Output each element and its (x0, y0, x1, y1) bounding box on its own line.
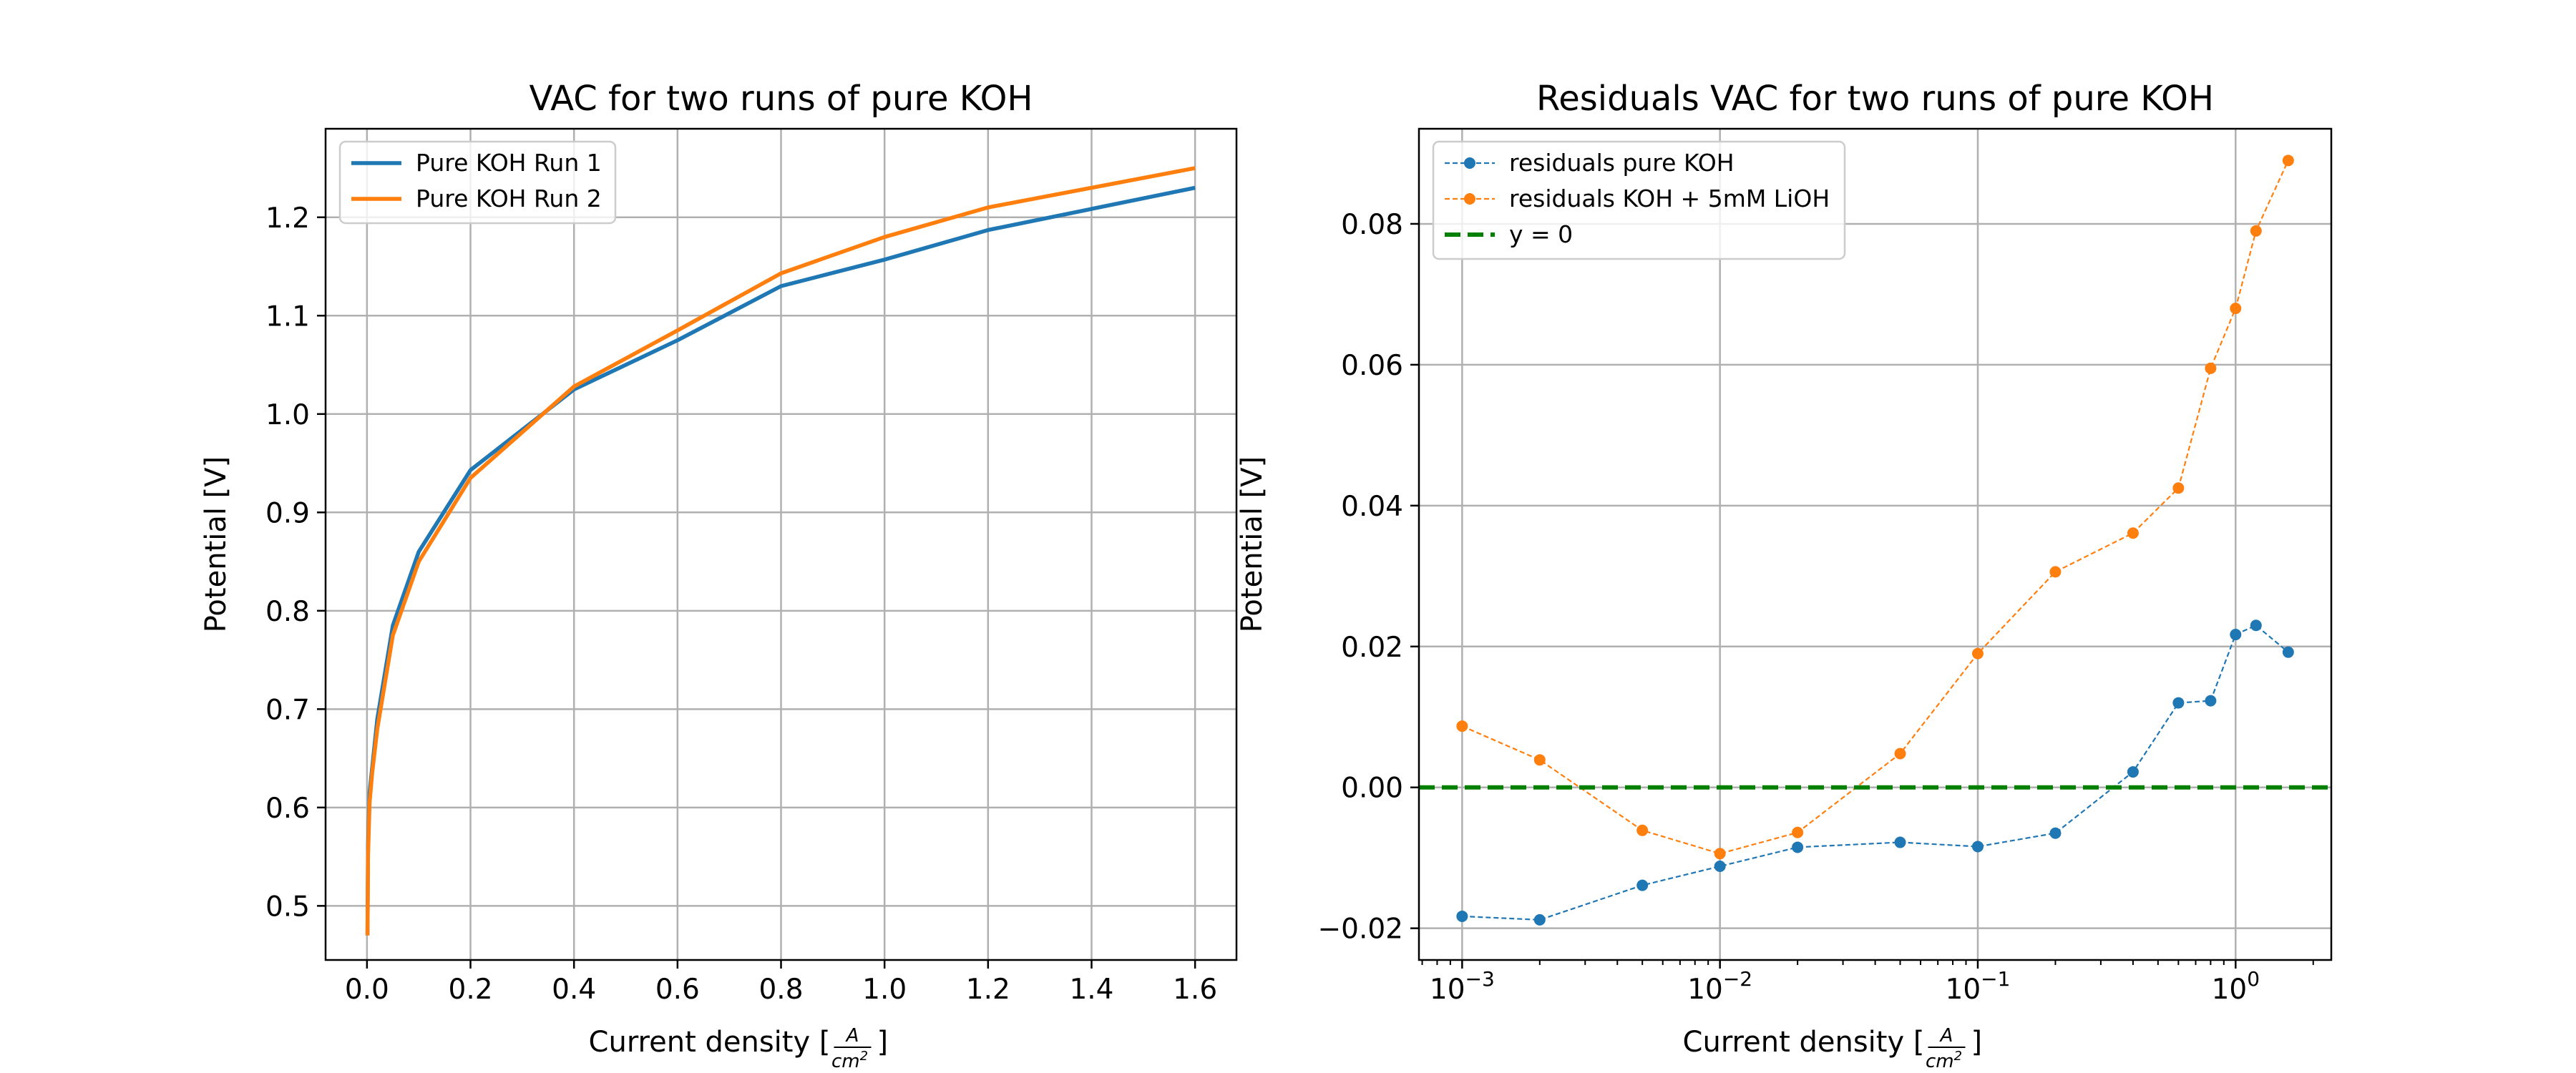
res-series-1-point (1456, 720, 1468, 733)
res-legend-marker (1464, 157, 1475, 169)
vac-x-tick-label: 0.0 (345, 974, 389, 1006)
res-legend-label: y = 0 (1509, 220, 1573, 248)
vac-y-tick-label: 0.6 (265, 793, 310, 825)
res-series-0-line (1462, 624, 2289, 921)
chart-residuals-title: Residuals VAC for two runs of pure KOH (1536, 79, 2214, 119)
res-y-tick-label: 0.08 (1341, 209, 1403, 241)
vac-x-tick-label: 1.2 (966, 974, 1010, 1006)
vac-x-tick-label: 1.4 (1069, 974, 1113, 1006)
res-series-1-point (1636, 824, 1649, 836)
res-series-1-point (2230, 303, 2242, 315)
res-series-1-point (1894, 748, 1906, 760)
res-series-1-point (1792, 826, 1804, 838)
res-legend-marker (1464, 193, 1475, 205)
res-series-0-point (1971, 841, 1984, 853)
res-x-tick-exponent: 0 (2247, 967, 2260, 991)
res-series-0-point (2172, 697, 2185, 709)
res-y-tick-label: 0.06 (1341, 350, 1403, 382)
res-series-0-point (1636, 879, 1649, 891)
chart-vac-xlabel: Current density [ (589, 1026, 831, 1059)
chart-vac-title: VAC for two runs of pure KOH (530, 79, 1033, 119)
vac-x-tick-label: 0.6 (655, 974, 700, 1006)
res-x-tick-exponent: −2 (1723, 967, 1752, 991)
chart-residuals-ticks: 10−3 10−2 10−1 100−0.020.000.020.040.060.08 (1317, 209, 2314, 1006)
res-series-1-point (2205, 362, 2217, 374)
chart-residuals-xlabel: Current density [ (1683, 1026, 1925, 1059)
res-series-0-point (2205, 695, 2217, 707)
chart-residuals-plot (1419, 155, 2331, 926)
vac-y-tick-label: 1.1 (265, 300, 310, 333)
res-legend-label: residuals KOH + 5mM LiOH (1509, 185, 1830, 212)
res-y-tick-label: 0.02 (1341, 632, 1403, 664)
vac-series-1-line (365, 166, 1196, 936)
res-series-0-point (1456, 910, 1468, 922)
vac-y-tick-label: 0.9 (265, 497, 310, 529)
vac-y-tick-label: 0.5 (265, 891, 310, 923)
res-series-1-point (1971, 647, 1984, 660)
res-series-0-point (1714, 861, 1726, 873)
vac-y-tick-label: 1.2 (265, 202, 310, 235)
chart-vac-grid (326, 129, 1236, 960)
res-xlabel-unit-power: 2 (1954, 1049, 1962, 1064)
res-series-1-point (2172, 482, 2185, 494)
vac-x-tick-label: 0.4 (552, 974, 596, 1006)
res-series-0-point (1792, 841, 1804, 853)
res-series-0-point (1533, 913, 1546, 926)
vac-legend-box (338, 140, 617, 225)
res-series-0-point (2250, 619, 2262, 632)
vac-xlabel-unit-power: 2 (860, 1049, 868, 1064)
chart-residuals-ylabel: Potential [V] (1236, 456, 1269, 633)
res-series-1-point (2127, 527, 2139, 539)
res-series-0-point (2127, 766, 2139, 778)
res-series-1-point (2049, 566, 2062, 578)
res-series-1-point (2250, 225, 2262, 237)
res-y-tick-label: −0.02 (1317, 913, 1403, 946)
res-series-0-point (2230, 629, 2242, 641)
vac-xlabel-bracket: ] (877, 1026, 889, 1059)
res-y-tick-label: 0.04 (1341, 491, 1403, 523)
vac-x-tick-label: 1.0 (862, 974, 907, 1006)
res-x-tick-exponent: −1 (1981, 967, 2010, 991)
res-series-0-point (2049, 827, 2062, 839)
chart-vac-ticks: 0.0 0.2 0.4 0.6 0.8 1.0 1.2 1.4 1.6 0.5 0.6 0.7 0.8 0… (265, 202, 1217, 1006)
chart-vac-legend: Pure KOH Run 1 Pure KOH Run 2 (338, 140, 617, 225)
vac-y-tick-label: 0.8 (265, 596, 310, 628)
res-series-1-point (1533, 754, 1546, 766)
res-xlabel-bracket: ] (1971, 1026, 1983, 1059)
chart-residuals-legend: residuals pure KOH residuals KOH + 5mM Li… (1432, 140, 1846, 260)
res-legend-label: residuals pure KOH (1509, 149, 1735, 177)
chart-residuals-grid (1419, 129, 2331, 960)
chart-vac-ylabel: Potential [V] (200, 456, 233, 633)
res-series-1-line (1461, 160, 2289, 855)
vac-xlabel-unit-numerator: A (845, 1025, 859, 1047)
vac-x-tick-label: 0.8 (758, 974, 803, 1006)
vac-y-tick-label: 0.7 (265, 694, 310, 726)
vac-y-tick-label: 1.0 (265, 399, 310, 431)
res-series-0-point (2282, 646, 2294, 658)
vac-x-tick-label: 1.6 (1173, 974, 1217, 1006)
res-series-0-point (1894, 836, 1906, 848)
chart-vac: 0.0 0.2 0.4 0.6 0.8 1.0 1.2 1.4 1.6 0.5 0.6 0.7 0.8 0… (200, 79, 1238, 1072)
vac-legend-label: Pure KOH Run 1 (416, 149, 602, 177)
res-y-tick-label: 0.00 (1341, 773, 1403, 805)
res-series-1-point (1714, 848, 1726, 860)
res-legend-box (1432, 140, 1846, 260)
res-xlabel-unit-numerator: A (1939, 1025, 1953, 1047)
vac-x-tick-label: 0.2 (449, 974, 493, 1006)
vac-legend-label: Pure KOH Run 2 (416, 185, 602, 212)
res-x-tick-exponent: −3 (1465, 967, 1495, 991)
res-series-1-point (2282, 155, 2294, 167)
chart-residuals: 10−3 10−2 10−1 100−0.020.000.020.040.060.08… (1236, 79, 2333, 1072)
chart-vac-plot (365, 166, 1196, 936)
